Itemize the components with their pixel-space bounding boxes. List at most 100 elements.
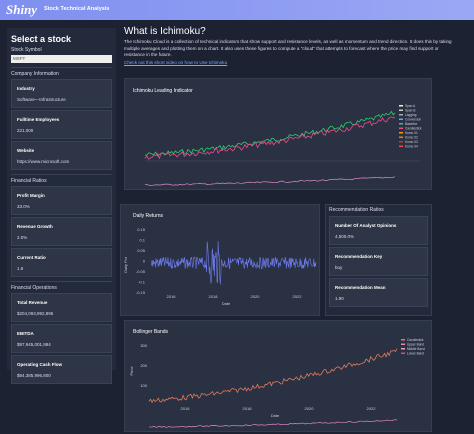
info-card: Fulltime Employees 221,000 bbox=[11, 110, 112, 139]
legend-swatch bbox=[401, 343, 405, 345]
info-card: Industry Software—Infrastructure bbox=[11, 79, 112, 108]
x-tick-label: 2018 bbox=[209, 294, 219, 299]
card-label: EBITDA bbox=[17, 331, 34, 336]
video-link[interactable]: Check out this short video on how to Use… bbox=[124, 59, 228, 65]
card-label: Current Ratio bbox=[17, 255, 46, 260]
y-tick-label: 0 bbox=[143, 259, 146, 264]
returns-line bbox=[150, 241, 317, 285]
legend-label: Conversion bbox=[405, 118, 421, 122]
legend-label: Middle Band bbox=[407, 347, 425, 351]
x-axis-label: Date bbox=[222, 301, 231, 306]
sidebar: Select a stock Stock Symbol MSFT Company… bbox=[7, 28, 116, 384]
legend-label: Upper Band bbox=[407, 343, 424, 347]
info-card: Recommendation Key buy bbox=[329, 247, 428, 276]
ichimoku-line bbox=[144, 110, 396, 157]
x-tick-label: 2018 bbox=[243, 406, 253, 411]
y-tick-label: 0.15 bbox=[137, 227, 146, 232]
legend-swatch bbox=[399, 118, 403, 120]
card-label: Total Revenue bbox=[17, 300, 48, 305]
chart-title: Bollinger Bands bbox=[133, 329, 169, 335]
legend-label: Lagging bbox=[405, 113, 417, 117]
legend-swatch bbox=[401, 348, 405, 350]
range-slider-line bbox=[144, 176, 396, 186]
app-title: Stock Technical Analysis bbox=[44, 6, 110, 12]
card-value: https://www.microsoft.com bbox=[17, 159, 70, 164]
symbol-select[interactable]: MSFT bbox=[11, 55, 112, 63]
ichimoku-line bbox=[144, 116, 396, 160]
section-title: Financial Operations bbox=[11, 281, 112, 291]
bollinger-line bbox=[148, 348, 398, 404]
legend-label: Kumo 03 bbox=[405, 140, 418, 144]
legend-swatch bbox=[399, 145, 403, 147]
legend-swatch bbox=[399, 141, 403, 143]
x-axis-label: Date bbox=[271, 413, 280, 418]
bollinger-chart: Bollinger Bands Price Date CandlestickUp… bbox=[124, 320, 432, 432]
info-card: EBITDA $97,945,001,984 bbox=[11, 324, 112, 353]
y-tick-label: 300 bbox=[140, 343, 147, 348]
card-value: 1.9 bbox=[17, 266, 24, 271]
legend-label: Span A bbox=[405, 104, 416, 108]
x-tick-label: 2022 bbox=[293, 294, 303, 299]
y-tick-label: -0.15 bbox=[136, 290, 146, 295]
card-value: buy bbox=[335, 265, 343, 270]
card-label: Recommendation Key bbox=[335, 254, 383, 259]
info-card: Current Ratio 1.9 bbox=[11, 248, 112, 277]
card-value: $97,945,001,984 bbox=[17, 342, 51, 347]
info-card: Website https://www.microsoft.com bbox=[11, 141, 112, 170]
y-tick-label: 0.05 bbox=[137, 248, 146, 253]
symbol-label: Stock Symbol bbox=[11, 47, 42, 53]
recommendations: Recommendation Ratios Number Of Analyst … bbox=[325, 204, 432, 316]
legend-label: Candlestick bbox=[405, 127, 422, 131]
legend-swatch bbox=[399, 123, 403, 125]
card-label: Number Of Analyst Opinions bbox=[335, 223, 397, 228]
legend-label: Kumo 02 bbox=[405, 136, 418, 140]
intro-title: What is Ichimoku? bbox=[124, 26, 206, 37]
legend-swatch bbox=[399, 132, 403, 134]
range-slider-line bbox=[148, 419, 398, 428]
card-label: Recommendation Mean bbox=[335, 285, 386, 290]
x-tick-label: 2016 bbox=[181, 406, 191, 411]
info-card: Operating Cash Flow $84,385,996,800 bbox=[11, 355, 112, 384]
x-tick-label: 2016 bbox=[167, 294, 177, 299]
y-tick-label: -0.05 bbox=[136, 269, 146, 274]
y-tick-label: -0.1 bbox=[138, 280, 146, 285]
section-title: Recommendation Ratios bbox=[329, 207, 384, 213]
card-value: 4,500.0% bbox=[335, 234, 355, 239]
chart-title: Daily Returns bbox=[133, 213, 164, 219]
y-tick-label: 0.1 bbox=[139, 238, 145, 243]
legend-swatch bbox=[401, 352, 405, 354]
card-value: 33.0% bbox=[17, 204, 30, 209]
logo[interactable]: Shiny bbox=[6, 2, 38, 17]
card-value: 221,000 bbox=[17, 128, 34, 133]
card-value: $84,385,996,800 bbox=[17, 373, 51, 378]
info-card: Number Of Analyst Opinions 4,500.0% bbox=[329, 216, 428, 245]
returns-chart: Daily Returns Daily Pct Date 0.15 0.1 0.05… bbox=[120, 204, 320, 316]
x-tick-label: 2020 bbox=[305, 406, 315, 411]
y-axis-label: Daily Pct bbox=[123, 256, 128, 273]
info-card: Recommendation Mean 1.90 bbox=[329, 278, 428, 307]
card-label: Revenue Growth bbox=[17, 224, 53, 229]
y-axis-label: Price bbox=[129, 366, 134, 376]
chart-title: Ichimoku Leading Indicator bbox=[133, 88, 193, 94]
legend-swatch bbox=[399, 127, 403, 129]
legend-label: Kumo 01 bbox=[405, 131, 418, 135]
legend-swatch bbox=[399, 114, 403, 116]
header: Shiny Stock Technical Analysis bbox=[0, 0, 474, 20]
x-tick-label: 2022 bbox=[367, 406, 377, 411]
card-value: Software—Infrastructure bbox=[17, 97, 66, 102]
legend-label: Kumo 04 bbox=[405, 145, 418, 149]
section-title: Company Information bbox=[11, 67, 112, 77]
card-label: Operating Cash Flow bbox=[17, 362, 63, 367]
card-value: 1.90 bbox=[335, 296, 344, 301]
card-label: Website bbox=[17, 148, 35, 153]
section-title: Financial Ratios bbox=[11, 174, 112, 184]
info-card: Revenue Growth 2.0% bbox=[11, 217, 112, 246]
legend-label: Span B bbox=[405, 109, 415, 113]
intro-text: The Ichimoku Cloud is a collection of te… bbox=[124, 39, 452, 58]
x-tick-label: 2020 bbox=[251, 294, 261, 299]
card-value: $204,093,992,896 bbox=[17, 311, 54, 316]
legend-swatch bbox=[401, 339, 405, 341]
legend-swatch bbox=[399, 105, 403, 107]
